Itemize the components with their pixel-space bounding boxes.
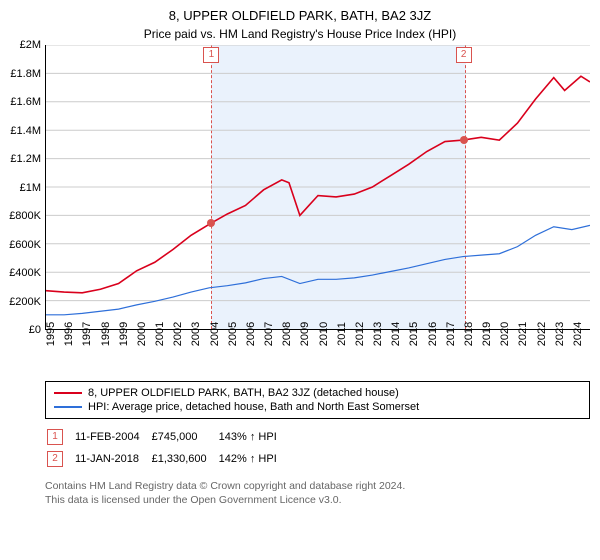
chart-plot: 12 xyxy=(45,45,590,330)
x-tick-label: 2011 xyxy=(336,322,348,346)
x-tick-label: 2009 xyxy=(299,322,311,346)
y-tick-label: £800K xyxy=(9,210,45,222)
legend-row: 8, UPPER OLDFIELD PARK, BATH, BA2 3JZ (d… xyxy=(54,386,581,400)
legend-swatch xyxy=(54,406,82,408)
table-row: 1 11-FEB-2004£745,000143% ↑ HPI xyxy=(47,427,287,447)
y-tick-label: £1.6M xyxy=(10,96,45,108)
x-tick-label: 2013 xyxy=(372,322,384,346)
y-tick-label: £200K xyxy=(9,296,45,308)
x-tick-label: 2001 xyxy=(154,322,166,346)
x-tick-label: 1997 xyxy=(81,322,93,346)
x-tick-label: 1996 xyxy=(63,322,75,346)
table-row: 2 11-JAN-2018£1,330,600142% ↑ HPI xyxy=(47,449,287,469)
legend-swatch xyxy=(54,392,82,394)
x-tick-label: 2016 xyxy=(427,322,439,346)
sale-price: £1,330,600 xyxy=(152,449,217,469)
x-tick-label: 1995 xyxy=(45,322,57,346)
x-tick-label: 2008 xyxy=(281,322,293,346)
sale-date: 11-JAN-2018 xyxy=(75,449,150,469)
x-tick-label: 2000 xyxy=(136,322,148,346)
sale-pct: 142% ↑ HPI xyxy=(219,449,287,469)
y-tick-label: £1.4M xyxy=(10,125,45,137)
sale-dot xyxy=(460,136,468,144)
sale-marker: 1 xyxy=(203,47,219,63)
y-tick-label: £1M xyxy=(20,182,45,194)
chart: £0£200K£400K£600K£800K£1M£1.2M£1.4M£1.6M… xyxy=(45,45,590,375)
legend-label: HPI: Average price, detached house, Bath… xyxy=(88,401,419,413)
sales-table: 1 11-FEB-2004£745,000143% ↑ HPI 2 11-JAN-20… xyxy=(45,425,289,471)
x-tick-label: 1998 xyxy=(100,322,112,346)
attribution-line: Contains HM Land Registry data © Crown c… xyxy=(45,479,590,493)
x-tick-label: 2005 xyxy=(227,322,239,346)
x-tick-label: 2023 xyxy=(554,322,566,346)
x-tick-label: 2015 xyxy=(408,322,420,346)
series-price_paid xyxy=(46,76,590,293)
x-tick-label: 2021 xyxy=(517,322,529,346)
x-tick-label: 1999 xyxy=(118,322,130,346)
x-tick-label: 2012 xyxy=(354,322,366,346)
x-tick-label: 2006 xyxy=(245,322,257,346)
legend: 8, UPPER OLDFIELD PARK, BATH, BA2 3JZ (d… xyxy=(45,381,590,419)
y-tick-label: £0 xyxy=(29,324,45,336)
page-title: 8, UPPER OLDFIELD PARK, BATH, BA2 3JZ xyxy=(0,0,600,23)
y-tick-label: £1.2M xyxy=(10,153,45,165)
x-tick-label: 2024 xyxy=(572,322,584,346)
x-tick-label: 2003 xyxy=(190,322,202,346)
sale-date: 11-FEB-2004 xyxy=(75,427,150,447)
attribution: Contains HM Land Registry data © Crown c… xyxy=(45,479,590,507)
sale-key-box: 2 xyxy=(47,451,63,467)
x-tick-label: 2010 xyxy=(318,322,330,346)
x-tick-label: 2018 xyxy=(463,322,475,346)
legend-label: 8, UPPER OLDFIELD PARK, BATH, BA2 3JZ (d… xyxy=(88,387,399,399)
sale-marker: 2 xyxy=(456,47,472,63)
sale-price: £745,000 xyxy=(152,427,217,447)
sale-pct: 143% ↑ HPI xyxy=(219,427,287,447)
x-tick-label: 2020 xyxy=(499,322,511,346)
page-subtitle: Price paid vs. HM Land Registry's House … xyxy=(0,23,600,45)
series-hpi xyxy=(46,225,590,314)
sale-dot xyxy=(207,219,215,227)
x-tick-label: 2014 xyxy=(390,322,402,346)
y-tick-label: £2M xyxy=(20,39,45,51)
x-tick-label: 2017 xyxy=(445,322,457,346)
x-tick-label: 2007 xyxy=(263,322,275,346)
sale-key-box: 1 xyxy=(47,429,63,445)
attribution-line: This data is licensed under the Open Gov… xyxy=(45,493,590,507)
x-tick-label: 2019 xyxy=(481,322,493,346)
y-tick-label: £600K xyxy=(9,239,45,251)
x-tick-label: 2022 xyxy=(536,322,548,346)
x-tick-label: 2002 xyxy=(172,322,184,346)
x-tick-label: 2004 xyxy=(209,322,221,346)
legend-row: HPI: Average price, detached house, Bath… xyxy=(54,400,581,414)
y-tick-label: £1.8M xyxy=(10,68,45,80)
y-tick-label: £400K xyxy=(9,267,45,279)
